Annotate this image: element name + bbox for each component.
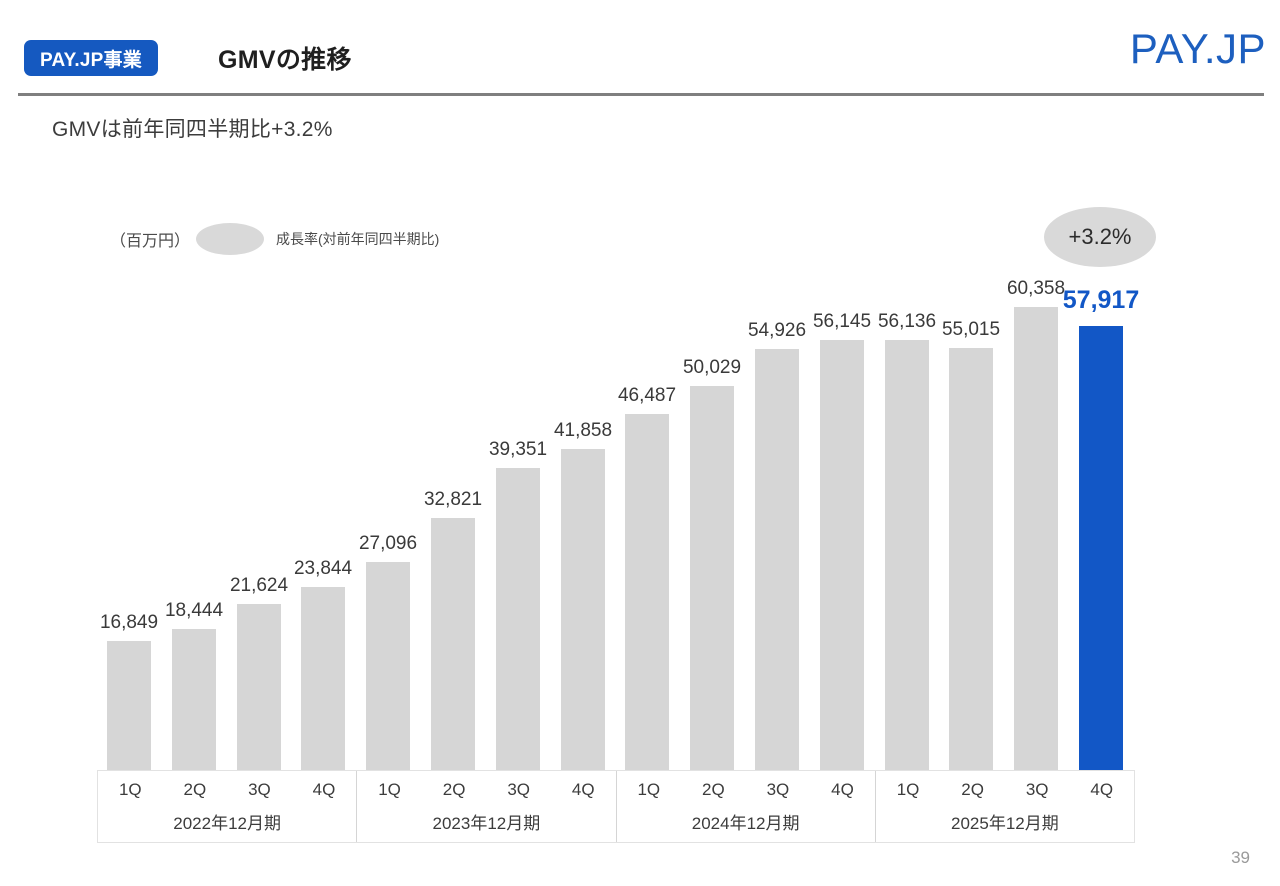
axis-quarter-label: 2Q bbox=[183, 780, 207, 799]
axis-quarter-label: 1Q bbox=[378, 780, 401, 799]
axis-quarter-row: 1Q 2Q 3Q 4Q bbox=[876, 771, 1134, 809]
bar-value-label: 57,917 bbox=[1062, 286, 1140, 314]
axis-year-label: 2025年12月期 bbox=[951, 814, 1059, 833]
bar-2024年12月期-4Q[interactable] bbox=[820, 340, 864, 770]
page-number: 39 bbox=[1231, 848, 1250, 867]
bar-2024年12月期-1Q[interactable] bbox=[625, 414, 669, 770]
bar-value-label: 27,096 bbox=[358, 533, 418, 554]
bar-value-label: 16,849 bbox=[99, 612, 159, 633]
bar-value-label: 39,351 bbox=[488, 439, 548, 460]
axis-quarter-row: 1Q 2Q 3Q 4Q bbox=[357, 771, 615, 809]
bar-value-label: 46,487 bbox=[617, 385, 677, 406]
axis-quarter-label: 4Q bbox=[571, 780, 595, 799]
axis-quarter-label: 3Q bbox=[507, 780, 530, 799]
axis-quarter-label: 4Q bbox=[1090, 780, 1114, 799]
axis-quarter-label: 3Q bbox=[766, 780, 790, 799]
bar-2025年12月期-2Q[interactable] bbox=[949, 348, 993, 770]
axis-group-2023年12月期: 1Q 2Q 3Q 4Q 2023年12月期 bbox=[356, 771, 615, 842]
slide-header: PAY.JP事業 GMVの推移 PAY.JP bbox=[0, 0, 1280, 100]
bar-2022年12月期-3Q[interactable] bbox=[237, 604, 281, 770]
axis-group-2022年12月期: 1Q 2Q 3Q 4Q 2022年12月期 bbox=[98, 771, 356, 842]
bar-value-label: 41,858 bbox=[553, 420, 613, 441]
axis-year-label: 2023年12月期 bbox=[432, 814, 541, 833]
bar-value-label: 56,145 bbox=[812, 311, 872, 332]
bar-value-label: 54,926 bbox=[747, 320, 807, 341]
axis-quarter-label: 2Q bbox=[961, 780, 984, 799]
axis-quarter-label: 3Q bbox=[248, 780, 271, 799]
axis-quarter-label: 1Q bbox=[118, 780, 142, 799]
page-title: GMVの推移 bbox=[218, 46, 352, 74]
axis-quarter-label: 4Q bbox=[831, 780, 854, 799]
bar-2022年12月期-1Q[interactable] bbox=[107, 641, 151, 770]
bar-2025年12月期-3Q[interactable] bbox=[1014, 307, 1058, 770]
axis-quarter-label: 4Q bbox=[312, 780, 336, 799]
bar-value-label: 18,444 bbox=[164, 600, 224, 621]
axis-year-label: 2022年12月期 bbox=[173, 814, 281, 833]
gray-ellipse-icon bbox=[196, 223, 265, 255]
axis-group-2024年12月期: 1Q 2Q 3Q 4Q 2024年12月期 bbox=[615, 771, 875, 842]
axis-quarter-row: 1Q 2Q 3Q 4Q bbox=[98, 771, 356, 809]
bar-value-label: 32,821 bbox=[423, 489, 483, 510]
axis-quarter-row: 1Q 2Q 3Q 4Q bbox=[617, 771, 875, 809]
axis-group-2025年12月期: 1Q 2Q 3Q 4Q 2025年12月期 bbox=[874, 771, 1134, 842]
axis-quarter-label: 1Q bbox=[896, 780, 920, 799]
section-badge: PAY.JP事業 bbox=[24, 40, 158, 76]
chart-legend: （百万円） 成長率(対前年同四半期比) bbox=[110, 222, 439, 256]
bar-2022年12月期-4Q[interactable] bbox=[301, 587, 345, 770]
bar-value-label: 50,029 bbox=[682, 357, 742, 378]
axis-year-label: 2024年12月期 bbox=[691, 814, 800, 833]
bar-2023年12月期-1Q[interactable] bbox=[366, 562, 410, 770]
growth-rate-badge: +3.2% bbox=[1044, 207, 1156, 267]
legend-unit-label: （百万円） bbox=[110, 233, 191, 250]
subtitle-text: GMVは前年同四半期比+3.2% bbox=[52, 118, 333, 141]
payjp-logo: PAY.JP bbox=[1129, 25, 1266, 72]
bar-2023年12月期-3Q[interactable] bbox=[496, 468, 540, 770]
chart-x-axis: 1Q 2Q 3Q 4Q 2022年12月期 1Q 2Q 3Q 4Q 2023年12月期 1Q 2Q 3Q… bbox=[97, 770, 1135, 843]
bar-value-label: 55,015 bbox=[941, 319, 1001, 340]
bar-2022年12月期-2Q[interactable] bbox=[172, 629, 216, 770]
legend-series-label: 成長率(対前年同四半期比) bbox=[276, 231, 440, 247]
axis-quarter-label: 3Q bbox=[1025, 780, 1049, 799]
axis-quarter-label: 2Q bbox=[702, 780, 725, 799]
bar-value-label: 56,136 bbox=[877, 311, 937, 332]
bar-2024年12月期-2Q[interactable] bbox=[690, 386, 734, 770]
bar-2023年12月期-2Q[interactable] bbox=[431, 518, 475, 770]
bar-value-label: 21,624 bbox=[229, 575, 289, 596]
header-divider bbox=[18, 93, 1264, 96]
bar-value-label: 23,844 bbox=[293, 558, 353, 579]
bar-2024年12月期-3Q[interactable] bbox=[755, 349, 799, 770]
bar-value-label: 60,358 bbox=[1006, 278, 1066, 299]
bar-2025年12月期-1Q[interactable] bbox=[885, 340, 929, 770]
axis-quarter-label: 1Q bbox=[637, 780, 661, 799]
axis-quarter-label: 2Q bbox=[442, 780, 466, 799]
bar-2025年12月期-4Q[interactable] bbox=[1079, 326, 1123, 770]
bar-2023年12月期-4Q[interactable] bbox=[561, 449, 605, 770]
